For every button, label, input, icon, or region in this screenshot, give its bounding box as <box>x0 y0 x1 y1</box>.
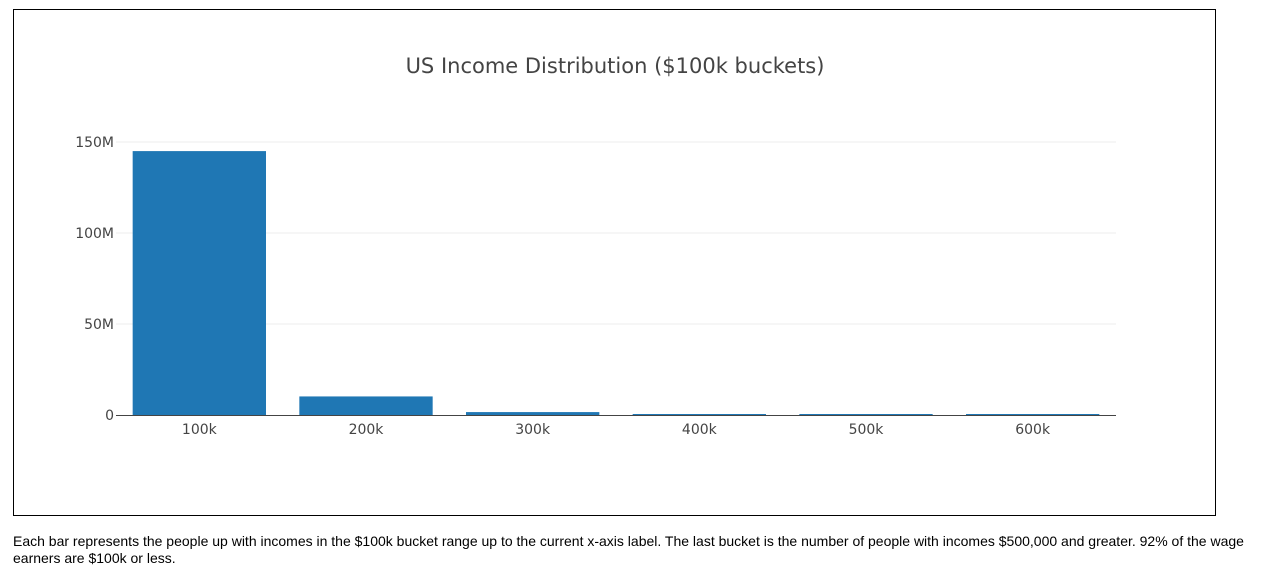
x-tick-label: 500k <box>849 422 885 438</box>
income-bar-chart: US Income Distribution ($100k buckets) 0… <box>75 54 1116 438</box>
y-tick-label: 100M <box>75 226 114 242</box>
x-tick-label: 100k <box>182 422 218 438</box>
bar <box>966 414 1100 415</box>
y-tick-label: 150M <box>75 135 114 151</box>
x-tick-label: 300k <box>515 422 551 438</box>
y-tick-label: 0 <box>105 408 114 424</box>
bar <box>132 151 266 415</box>
gridlines <box>116 141 1116 325</box>
bar <box>632 414 766 415</box>
chart-frame: US Income Distribution ($100k buckets) 0… <box>13 9 1216 516</box>
chart-title: US Income Distribution ($100k buckets) <box>406 54 825 78</box>
x-tick-label: 200k <box>349 422 385 438</box>
bar <box>799 414 933 415</box>
bar <box>299 396 433 415</box>
y-tick-label: 50M <box>84 317 114 333</box>
bars <box>132 151 1100 415</box>
tick-labels: 0 50M 100M 150M 100k 200k 300k 400k 500k 600k <box>75 135 1051 438</box>
bar <box>466 412 600 415</box>
x-tick-label: 600k <box>1015 422 1051 438</box>
chart-caption: Each bar represents the people up with i… <box>13 533 1244 566</box>
x-tick-label: 400k <box>682 422 718 438</box>
